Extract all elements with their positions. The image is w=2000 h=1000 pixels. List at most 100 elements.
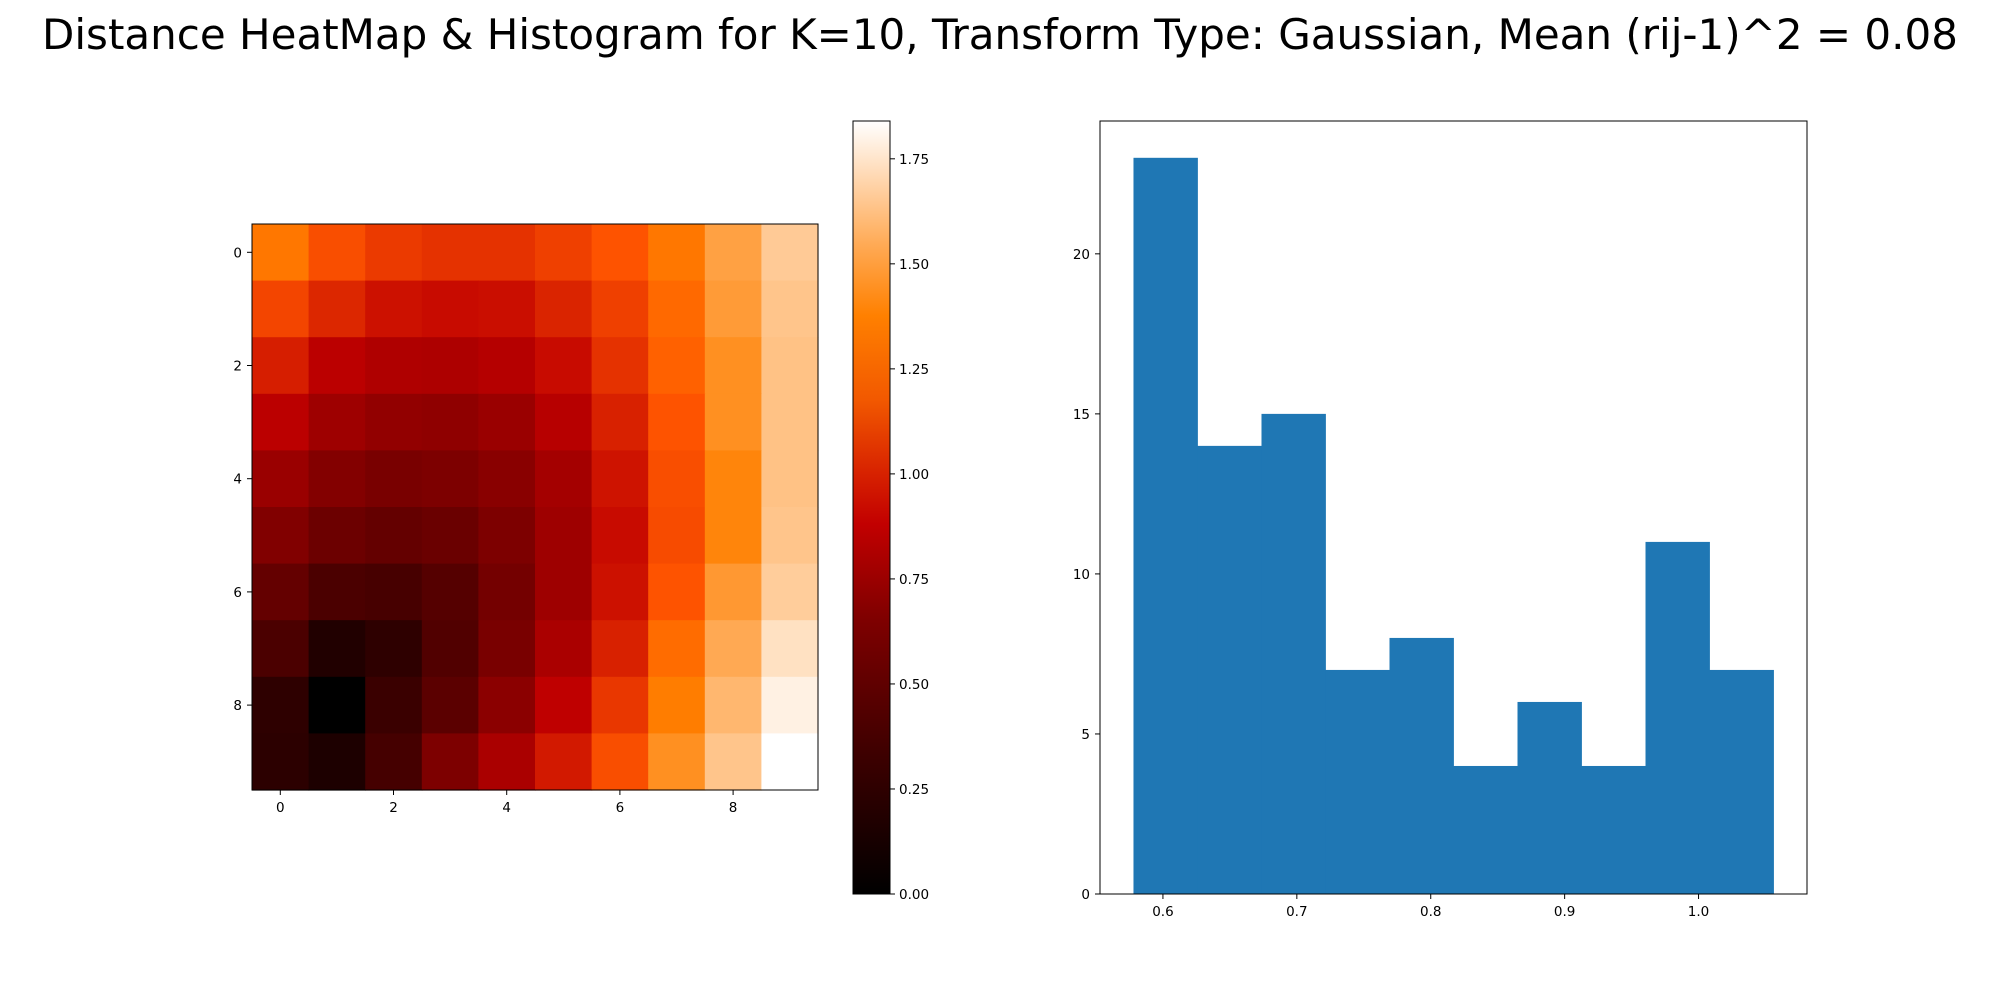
heatmap-cell [308,280,366,338]
heatmap-cell [252,733,310,791]
histogram-bar [1709,669,1774,894]
heatmap-cell [365,337,423,395]
histogram-bar [1453,765,1518,894]
heatmap-cell [535,676,593,734]
heatmap-cell [648,563,706,621]
heatmap-y-tick-label: 4 [233,472,242,488]
heatmap-cell [365,676,423,734]
heatmap-cell [535,393,593,451]
colorbar-axis: 0.00 0.25 0.50 0.75 1.00 1.25 1.50 1.75 [890,152,929,903]
heatmap-cell [761,280,819,338]
heatmap-cell [648,733,706,791]
heatmap-cell [535,733,593,791]
heatmap-cell [535,224,593,282]
heatmap-cell [478,563,536,621]
heatmap-cell [421,280,479,338]
heatmap-cell [591,280,649,338]
heatmap-x-axis: 0 2 4 6 8 [276,790,737,816]
heatmap-cell [308,450,366,508]
histogram-bar [1645,541,1710,894]
heatmap-cell [648,224,706,282]
histogram-x-tick-label: 0.9 [1554,904,1575,920]
heatmap-frame [251,223,819,791]
heatmap-cell [478,337,536,395]
heatmap-cell [761,563,819,621]
figure-title: Distance HeatMap & Histogram for K=10, T… [42,10,1958,59]
heatmap-x-tick-label: 8 [729,800,738,816]
heatmap-cell [421,620,479,678]
heatmap-cell [252,393,310,451]
heatmap-cell [591,620,649,678]
heatmap-cell [761,224,819,282]
heatmap-cell [704,563,762,621]
histogram-bar [1581,765,1646,894]
heatmap-cell [535,563,593,621]
heatmap-cell [478,507,536,565]
heatmap-cell [761,393,819,451]
heatmap-cell [535,507,593,565]
histogram-frame [1099,120,1808,895]
heatmap-cell [421,337,479,395]
heatmap-cell [478,450,536,508]
heatmap-y-tick-label: 6 [233,585,242,601]
heatmap-cell [365,620,423,678]
histogram-y-tick-label: 20 [1073,247,1090,263]
heatmap-cell [761,676,819,734]
heatmap-cell [308,620,366,678]
heatmap-cell [308,676,366,734]
heatmap-cell [761,507,819,565]
heatmap-cell [421,676,479,734]
distance-heatmap [252,224,819,791]
heatmap-cell [421,733,479,791]
histogram-x-tick-label: 0.7 [1286,904,1307,920]
heatmap-cell [421,393,479,451]
colorbar-tick-label: 1.75 [899,152,929,168]
heatmap-y-tick-label: 0 [233,245,242,261]
heatmap-cell [704,620,762,678]
heatmap-cell [535,337,593,395]
histogram-x-tick-label: 0.6 [1152,904,1173,920]
heatmap-cell [761,337,819,395]
heatmap-cell [252,280,310,338]
histogram-x-axis: 0.6 0.7 0.8 0.9 1.0 [1152,894,1709,920]
colorbar-tick-label: 0.50 [899,677,929,693]
histogram-y-tick-label: 10 [1073,567,1090,583]
heatmap-cell [704,733,762,791]
heatmap-cell [252,337,310,395]
heatmap-cell [591,224,649,282]
heatmap-cell [591,676,649,734]
heatmap-cell [591,507,649,565]
heatmap-cell [308,507,366,565]
heatmap-cell [365,393,423,451]
heatmap-cell [252,450,310,508]
histogram-x-tick-label: 0.8 [1420,904,1441,920]
heatmap-cell [252,676,310,734]
heatmap-cell [478,733,536,791]
heatmap-cell [308,393,366,451]
heatmap-cell [704,224,762,282]
colorbar [852,120,891,895]
heatmap-cell [308,337,366,395]
heatmap-cell [761,450,819,508]
heatmap-cell [308,224,366,282]
heatmap-cell [252,620,310,678]
colorbar-tick-label: 1.25 [899,362,929,378]
histogram-y-axis: 0 5 10 15 20 [1073,247,1100,903]
heatmap-cell [365,563,423,621]
heatmap-y-tick-label: 8 [233,698,242,714]
heatmap-cell [478,620,536,678]
heatmap-cell [252,507,310,565]
heatmap-cell [704,393,762,451]
heatmap-cell [252,224,310,282]
heatmap-cell [704,507,762,565]
heatmap-cell [421,563,479,621]
heatmap-cell [648,450,706,508]
heatmap-cell [421,507,479,565]
heatmap-cell [648,507,706,565]
heatmap-cell [591,450,649,508]
heatmap-cell [648,280,706,338]
heatmap-cell [704,676,762,734]
heatmap-x-tick-label: 4 [502,800,511,816]
heatmap-cell [648,676,706,734]
